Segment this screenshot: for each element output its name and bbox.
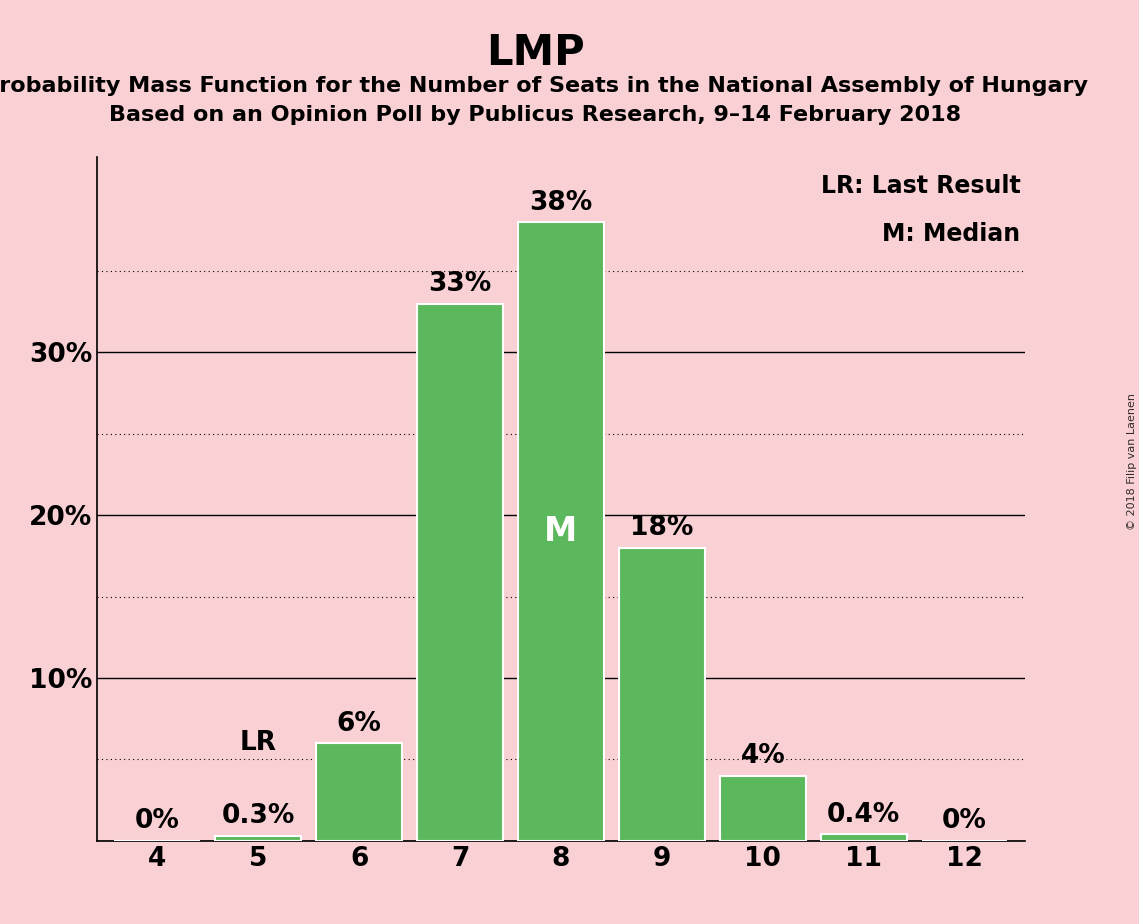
Text: M: Median: M: Median <box>883 222 1021 246</box>
Bar <box>518 222 604 841</box>
Text: 4%: 4% <box>740 743 785 769</box>
Bar <box>417 304 503 841</box>
Bar <box>821 834 907 841</box>
Text: LR: LR <box>239 730 277 756</box>
Bar <box>618 548 705 841</box>
Text: M: M <box>544 515 577 548</box>
Text: 0%: 0% <box>134 808 180 834</box>
Bar <box>720 776 805 841</box>
Text: 6%: 6% <box>337 711 382 736</box>
Text: Based on an Opinion Poll by Publicus Research, 9–14 February 2018: Based on an Opinion Poll by Publicus Res… <box>109 105 961 126</box>
Text: © 2018 Filip van Laenen: © 2018 Filip van Laenen <box>1126 394 1137 530</box>
Text: LR: Last Result: LR: Last Result <box>821 175 1021 198</box>
Text: 38%: 38% <box>530 189 592 215</box>
Bar <box>317 743 402 841</box>
Text: 0.4%: 0.4% <box>827 802 900 828</box>
Text: LMP: LMP <box>486 32 584 74</box>
Text: 33%: 33% <box>428 271 492 298</box>
Text: Probability Mass Function for the Number of Seats in the National Assembly of Hu: Probability Mass Function for the Number… <box>0 76 1088 96</box>
Text: 18%: 18% <box>630 516 694 541</box>
Text: 0%: 0% <box>942 808 988 834</box>
Text: 0.3%: 0.3% <box>222 804 295 830</box>
Bar <box>215 836 301 841</box>
